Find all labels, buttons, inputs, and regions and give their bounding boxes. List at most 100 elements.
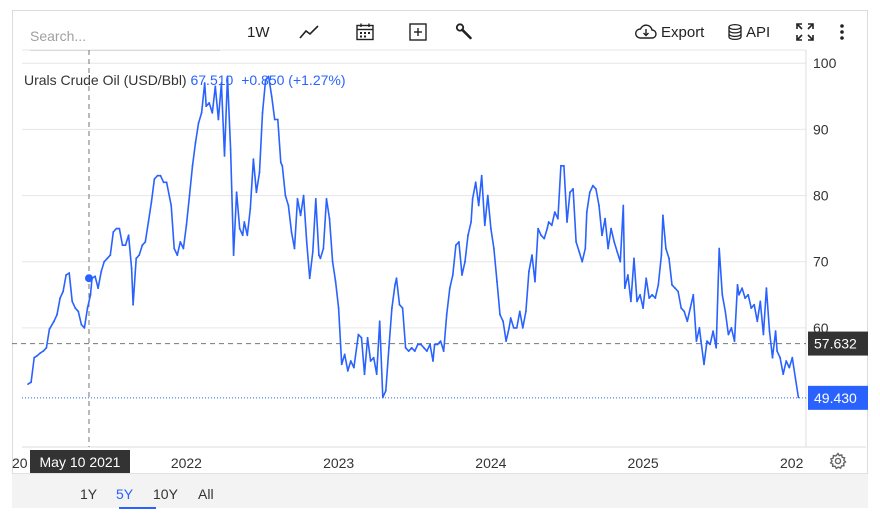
- data-point: [226, 75, 229, 78]
- data-point: [249, 207, 252, 210]
- data-point: [287, 204, 290, 207]
- x-tick-label: 2023: [323, 455, 354, 471]
- interval-button[interactable]: 1W: [247, 20, 270, 44]
- data-point: [241, 234, 244, 237]
- data-point: [319, 257, 322, 260]
- data-point: [395, 277, 398, 280]
- compare-button[interactable]: [408, 20, 428, 44]
- data-point: [470, 221, 472, 223]
- data-point: [170, 204, 173, 207]
- date-range-button[interactable]: [355, 20, 375, 44]
- data-point: [794, 376, 797, 379]
- data-point: [779, 356, 781, 359]
- data-point: [366, 336, 369, 339]
- chart-type-button[interactable]: [298, 20, 320, 44]
- data-point: [322, 247, 325, 250]
- data-point: [433, 343, 436, 346]
- data-point: [302, 194, 305, 197]
- data-point: [173, 247, 176, 250]
- more-menu-button[interactable]: [838, 20, 846, 44]
- data-point: [521, 327, 524, 329]
- fullscreen-button[interactable]: [795, 20, 815, 44]
- data-point: [563, 164, 565, 167]
- data-point: [74, 307, 77, 309]
- crosshair-date-badge: [30, 450, 130, 474]
- data-point: [700, 340, 702, 342]
- data-point: [477, 204, 480, 207]
- series-name: Urals Crude Oil (USD/Bbl): [24, 72, 187, 88]
- search-input[interactable]: [30, 22, 220, 51]
- tab-5y[interactable]: 5Y: [116, 486, 134, 502]
- data-point: [311, 250, 314, 253]
- data-point: [349, 360, 352, 362]
- crosshair-date-label: May 10 2021: [40, 454, 121, 470]
- data-point: [595, 188, 597, 190]
- data-point: [724, 310, 727, 313]
- data-point: [185, 224, 188, 227]
- data-point: [182, 247, 185, 250]
- data-point: [512, 327, 515, 329]
- data-point: [381, 396, 384, 399]
- data-point: [53, 320, 55, 323]
- x-tick-label: 2024: [475, 455, 506, 471]
- data-point: [439, 340, 442, 342]
- settings-button[interactable]: [828, 451, 848, 476]
- gear-icon: [829, 452, 847, 470]
- data-point: [471, 198, 474, 200]
- data-point: [540, 234, 542, 237]
- data-point: [372, 356, 375, 359]
- x-tick-label: 202: [780, 455, 804, 471]
- data-point: [630, 300, 632, 303]
- data-point: [782, 373, 785, 376]
- data-point: [83, 327, 86, 329]
- y-tick-label: 100: [813, 55, 837, 71]
- data-point: [404, 346, 407, 349]
- data-point: [255, 191, 258, 194]
- data-point: [398, 303, 401, 306]
- data-point: [654, 297, 657, 299]
- data-point: [346, 370, 349, 372]
- tab-10y[interactable]: 10Y: [153, 486, 178, 502]
- data-point: [553, 211, 556, 214]
- data-point: [677, 290, 679, 293]
- data-point: [68, 272, 71, 274]
- data-point: [340, 363, 343, 366]
- data-point: [698, 327, 701, 329]
- data-point: [753, 303, 756, 306]
- data-point: [127, 234, 130, 237]
- api-button[interactable]: API: [727, 20, 770, 44]
- data-point: [680, 307, 683, 309]
- data-point: [557, 217, 559, 220]
- data-point: [208, 102, 211, 104]
- data-point: [429, 343, 431, 346]
- tab-all[interactable]: All: [198, 486, 214, 502]
- data-point: [276, 118, 279, 121]
- data-point: [518, 310, 521, 313]
- data-point: [451, 274, 454, 276]
- data-point: [499, 313, 501, 316]
- data-point: [179, 241, 182, 243]
- data-point: [686, 320, 689, 323]
- data-point: [416, 343, 419, 346]
- data-point: [252, 158, 255, 161]
- data-point: [94, 275, 96, 278]
- data-point: [191, 164, 194, 167]
- x-tick-label: 20: [12, 455, 28, 471]
- data-point: [639, 293, 641, 296]
- last-price-label: 49.430: [814, 390, 857, 406]
- data-point: [267, 75, 270, 78]
- data-point: [727, 333, 730, 336]
- data-point: [744, 297, 746, 299]
- data-point: [474, 181, 477, 184]
- data-point: [375, 373, 378, 376]
- tab-1y[interactable]: 1Y: [80, 486, 98, 502]
- data-point: [77, 310, 80, 313]
- data-point: [65, 274, 67, 276]
- data-point: [585, 211, 588, 214]
- data-point: [528, 270, 530, 273]
- indicators-button[interactable]: [454, 20, 474, 44]
- data-point: [765, 287, 768, 290]
- export-button[interactable]: Export: [634, 20, 704, 44]
- data-point: [106, 257, 109, 260]
